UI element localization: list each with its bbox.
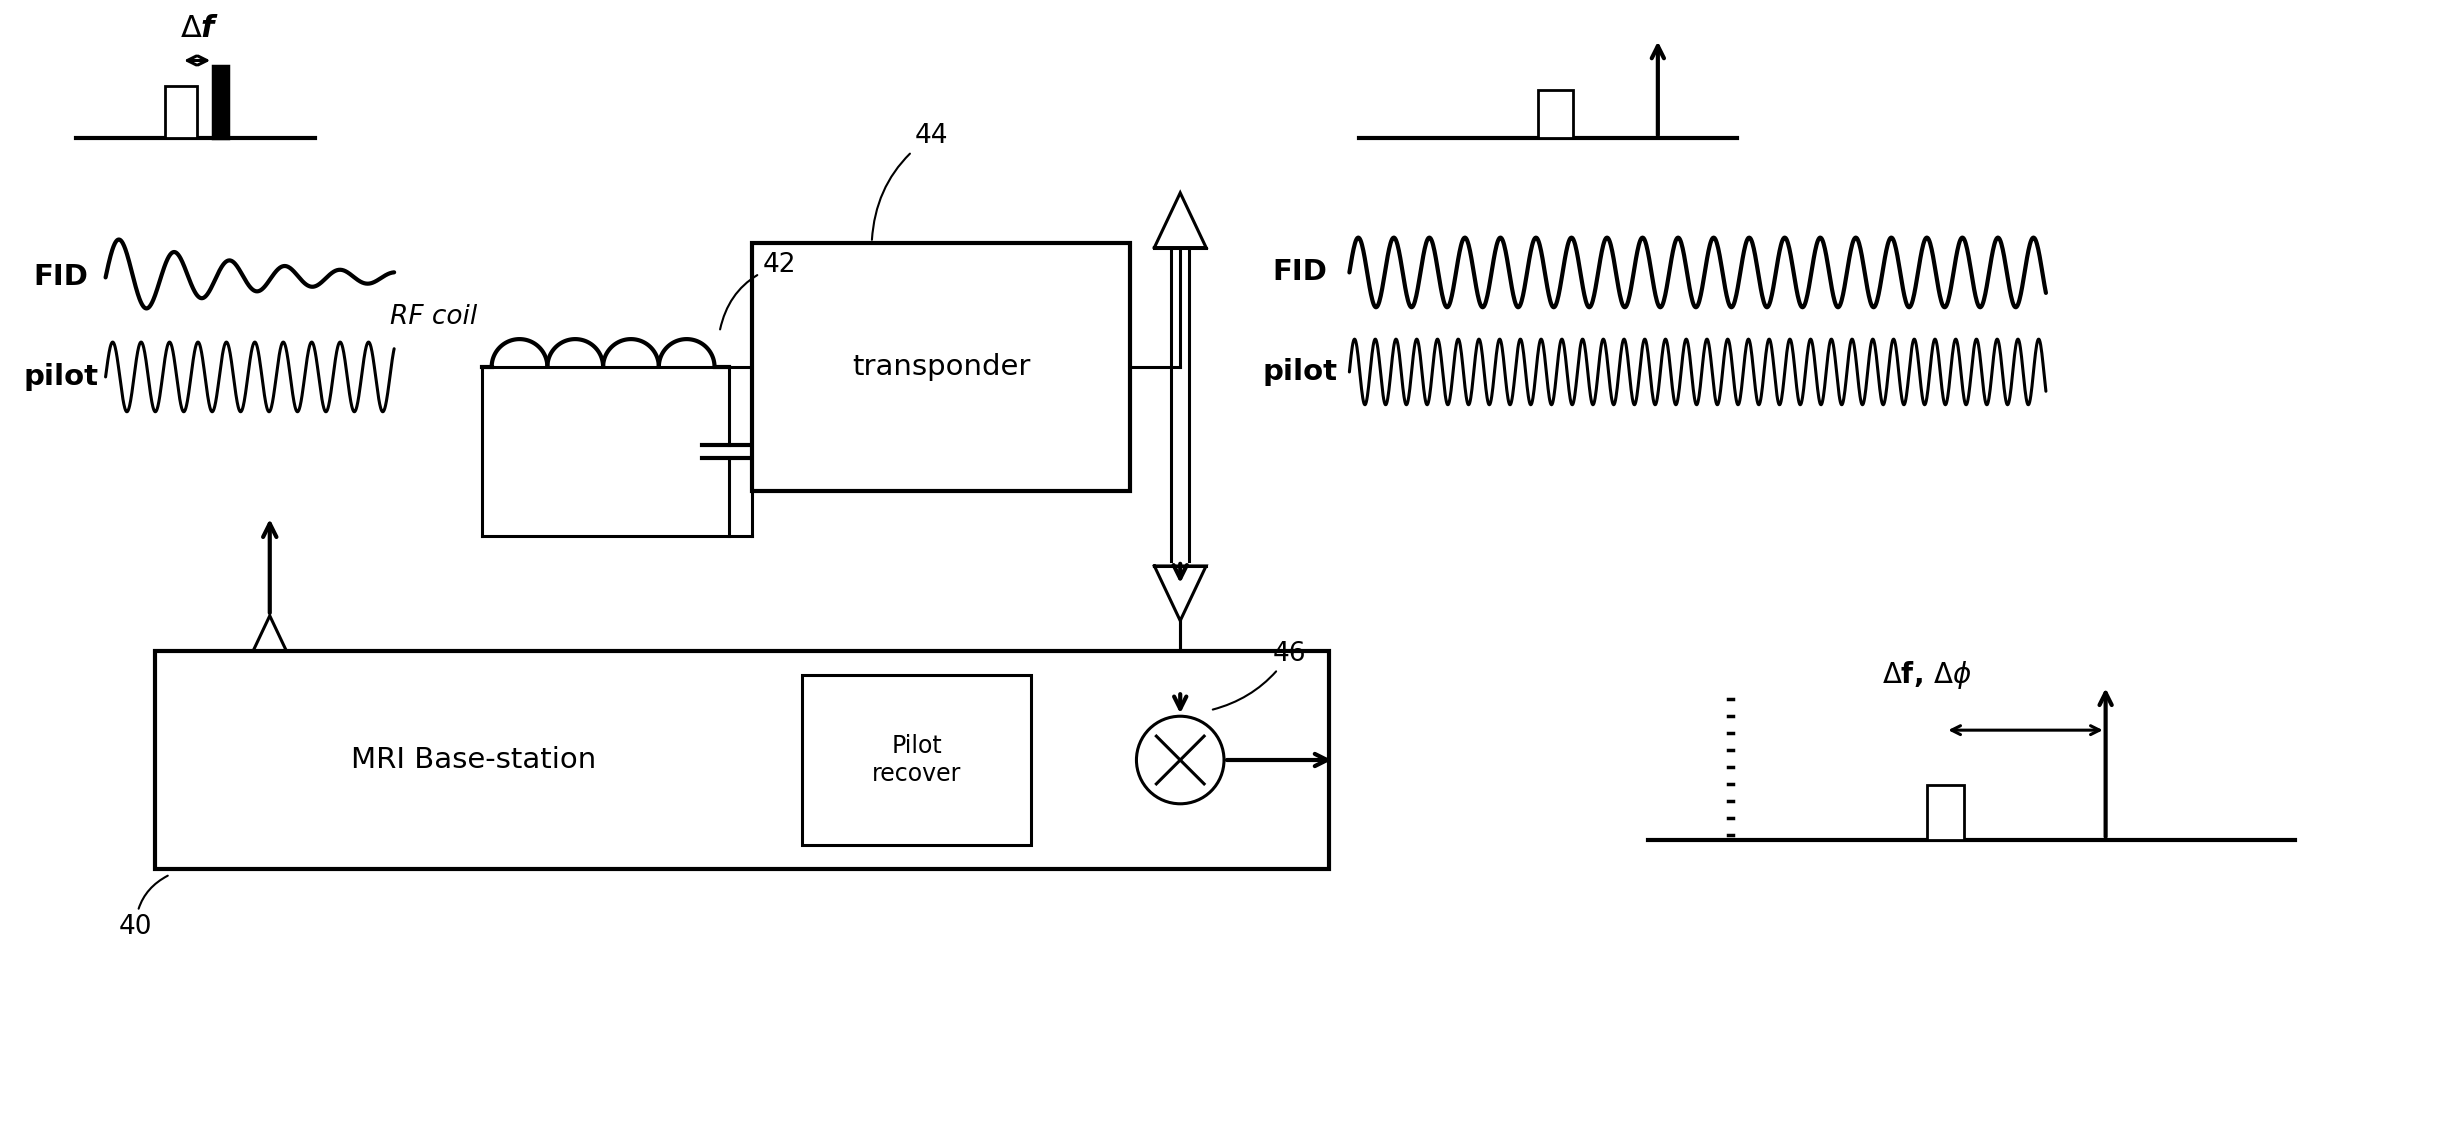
Text: MRI Base-station: MRI Base-station — [351, 745, 596, 773]
Bar — [1537, 91, 1574, 138]
Bar — [213, 66, 228, 138]
Text: $\Delta$f: $\Delta$f — [181, 15, 221, 43]
Bar — [164, 86, 196, 138]
Text: transponder: transponder — [853, 353, 1030, 381]
Bar — [753, 242, 1130, 491]
Text: 42: 42 — [721, 252, 797, 330]
Text: pilot: pilot — [1263, 358, 1336, 386]
Text: 44: 44 — [873, 123, 949, 240]
Text: FID: FID — [1273, 259, 1327, 287]
Bar — [1927, 785, 1964, 840]
Text: 46: 46 — [1214, 640, 1307, 710]
Bar — [802, 676, 1030, 844]
Text: 40: 40 — [118, 876, 167, 941]
Text: Pilot
recover: Pilot recover — [873, 734, 961, 786]
Text: $\Delta$f, $\Delta\phi$: $\Delta$f, $\Delta\phi$ — [1881, 659, 1971, 692]
Text: FID: FID — [34, 263, 88, 291]
Text: pilot: pilot — [25, 363, 98, 391]
Text: RF coil: RF coil — [390, 304, 478, 331]
Bar — [154, 650, 1329, 870]
